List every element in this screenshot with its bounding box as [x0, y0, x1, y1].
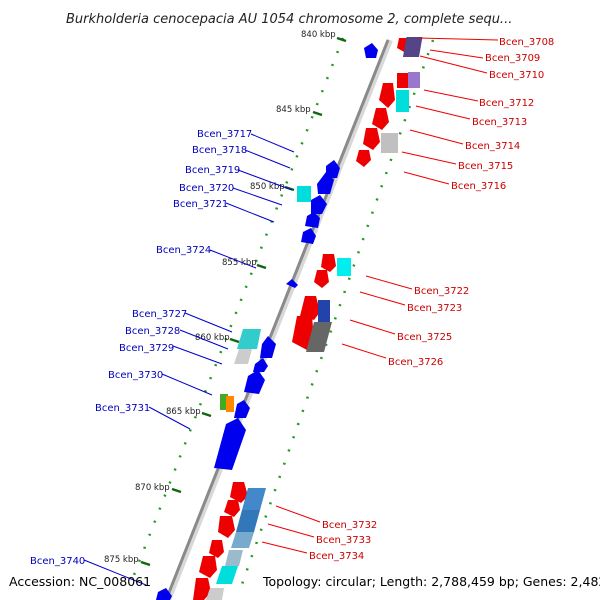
backbone-line [164, 39, 390, 600]
gene-reverse[interactable] [311, 195, 327, 214]
gene-label[interactable]: Bcen_3714 [465, 141, 520, 152]
gene-box-cyan[interactable] [216, 566, 238, 584]
gene-box-steelblue[interactable] [242, 488, 266, 510]
gene-forward[interactable] [292, 316, 314, 350]
gene-label[interactable]: Bcen_3709 [485, 53, 540, 64]
gene-reverse[interactable] [244, 370, 265, 394]
gene-forward[interactable] [372, 108, 389, 130]
gene-box-grey[interactable] [206, 588, 224, 600]
gene-label[interactable]: Bcen_3722 [414, 286, 469, 297]
gene-label[interactable]: Bcen_3717 [197, 129, 252, 140]
gene-box-lightblue[interactable] [225, 550, 243, 566]
forward-genes [193, 37, 423, 600]
gene-box-teal[interactable] [237, 329, 261, 349]
gene-box-cyan[interactable] [297, 186, 311, 202]
gene-reverse[interactable] [364, 43, 378, 58]
gene-reverse[interactable] [301, 228, 316, 244]
map-title: Burkholderia cenocepacia AU 1054 chromos… [66, 12, 512, 27]
gene-reverse[interactable] [260, 336, 276, 358]
gene-label[interactable]: Bcen_3733 [316, 535, 371, 546]
scale-label: 850 kbp [250, 182, 285, 192]
gene-reverse[interactable] [156, 588, 172, 600]
gene-box-grey[interactable] [234, 349, 252, 364]
gene-label[interactable]: Bcen_3730 [108, 370, 163, 381]
gene-label[interactable]: Bcen_3725 [397, 332, 452, 343]
gene-box-blue[interactable] [318, 300, 330, 322]
gene-box-steelblue[interactable] [236, 510, 260, 532]
gene-box-darkgrey[interactable] [306, 322, 332, 352]
gene-label[interactable]: Bcen_3734 [309, 551, 364, 562]
gene-label[interactable]: Bcen_3729 [119, 343, 174, 354]
gene-reverse[interactable] [326, 160, 340, 178]
gene-box-cyan[interactable] [337, 258, 351, 276]
gene-reverse[interactable] [305, 212, 320, 228]
topology-text: Topology: circular; Length: 2,788,459 bp… [262, 574, 600, 589]
gene-label[interactable]: Bcen_3712 [479, 98, 534, 109]
scale-label: 840 kbp [301, 30, 336, 40]
scale-label: 860 kbp [195, 333, 230, 343]
gene-label[interactable]: Bcen_3719 [185, 165, 240, 176]
gene-label[interactable]: Bcen_3708 [499, 37, 554, 48]
gene-label[interactable]: Bcen_3715 [458, 161, 513, 172]
gene-reverse[interactable] [286, 279, 298, 288]
gene-reverse[interactable] [253, 358, 268, 372]
gene-label[interactable]: Bcen_3727 [132, 309, 187, 320]
gene-label[interactable]: Bcen_3716 [451, 181, 506, 192]
gene-box-cyan[interactable] [396, 90, 409, 112]
right-gene-labels: Bcen_3708 Bcen_3709 Bcen_3710 Bcen_3712 … [261, 37, 554, 562]
gene-box-green[interactable] [220, 394, 228, 410]
gene-box-orange[interactable] [226, 396, 234, 412]
gene-forward[interactable] [218, 516, 235, 538]
gene-forward[interactable] [199, 556, 217, 578]
gene-label[interactable]: Bcen_3732 [322, 520, 377, 531]
gene-forward[interactable] [363, 128, 380, 150]
gene-box-purple[interactable] [408, 72, 420, 88]
scale-label: 865 kbp [166, 407, 201, 417]
gene-forward[interactable] [300, 296, 320, 320]
gene-box-grey[interactable] [381, 133, 398, 153]
left-gene-labels: Bcen_3717 Bcen_3718 Bcen_3719 Bcen_3720 … [30, 129, 295, 586]
scale-label: 875 kbp [104, 555, 139, 565]
backbone-shadow [165, 38, 393, 600]
gene-forward[interactable] [321, 254, 336, 272]
gene-forward[interactable] [397, 73, 409, 88]
gene-reverse[interactable] [317, 172, 334, 194]
gene-forward[interactable] [224, 500, 240, 517]
gene-reverse[interactable] [214, 418, 246, 470]
gene-label[interactable]: Bcen_3731 [95, 403, 150, 414]
gene-forward[interactable] [356, 150, 371, 167]
gene-forward[interactable] [193, 578, 211, 600]
gene-forward[interactable] [209, 540, 224, 558]
gene-label[interactable]: Bcen_3720 [179, 183, 234, 194]
accession-text: Accession: NC_008061 [9, 574, 151, 589]
gene-label[interactable]: Bcen_3724 [156, 245, 211, 256]
scale-label: 870 kbp [135, 483, 170, 493]
gene-box-steelblue[interactable] [231, 532, 254, 548]
reverse-genes [156, 43, 378, 600]
scale-label: 855 kbp [222, 258, 257, 268]
gene-label[interactable]: Bcen_3713 [472, 117, 527, 128]
gene-box-purple[interactable] [402, 37, 423, 57]
scale-label: 845 kbp [276, 105, 311, 115]
gene-label[interactable]: Bcen_3718 [192, 145, 247, 156]
gene-forward[interactable] [314, 270, 329, 288]
gene-forward[interactable] [379, 83, 395, 108]
gene-label[interactable]: Bcen_3723 [407, 303, 462, 314]
gene-reverse[interactable] [234, 400, 250, 418]
gene-label[interactable]: Bcen_3710 [489, 70, 544, 81]
gene-label[interactable]: Bcen_3726 [388, 357, 443, 368]
gene-forward[interactable] [230, 482, 248, 503]
scale-ticks: 840 kbp 845 kbp 850 kbp 855 kbp 860 kbp … [104, 30, 347, 567]
right-scale-dots [238, 39, 435, 591]
gene-label[interactable]: Bcen_3740 [30, 556, 85, 567]
gene-label[interactable]: Bcen_3728 [125, 326, 180, 337]
gene-label[interactable]: Bcen_3721 [173, 199, 228, 210]
